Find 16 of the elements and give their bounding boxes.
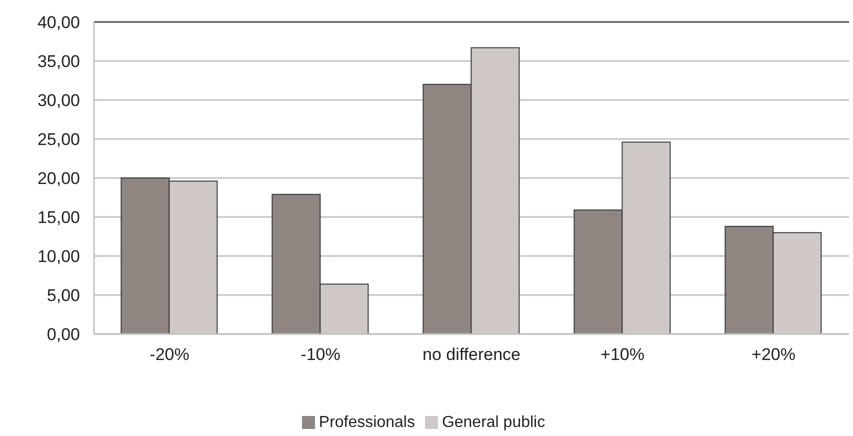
legend-label: General public [442,414,546,431]
y-tick-label: 40,00 [37,13,80,32]
y-tick-label: 5,00 [46,286,80,306]
y-tick-label: 30,00 [37,91,80,110]
x-tick-label: no difference [422,345,520,364]
y-tick-label: 20,00 [37,169,80,188]
legend-label: Professionals [318,414,415,431]
y-tick-label: 0,00 [46,325,80,344]
x-tick-label: +20% [752,345,796,364]
x-tick-label: +10% [600,345,644,364]
x-tick-label: -10% [300,345,340,364]
y-tick-label: 35,00 [37,52,80,72]
y-tick-label: 15,00 [37,208,80,228]
y-tick-label: 10,00 [37,247,80,266]
y-tick-label: 25,00 [37,130,80,150]
x-tick-label: -20% [150,345,190,364]
